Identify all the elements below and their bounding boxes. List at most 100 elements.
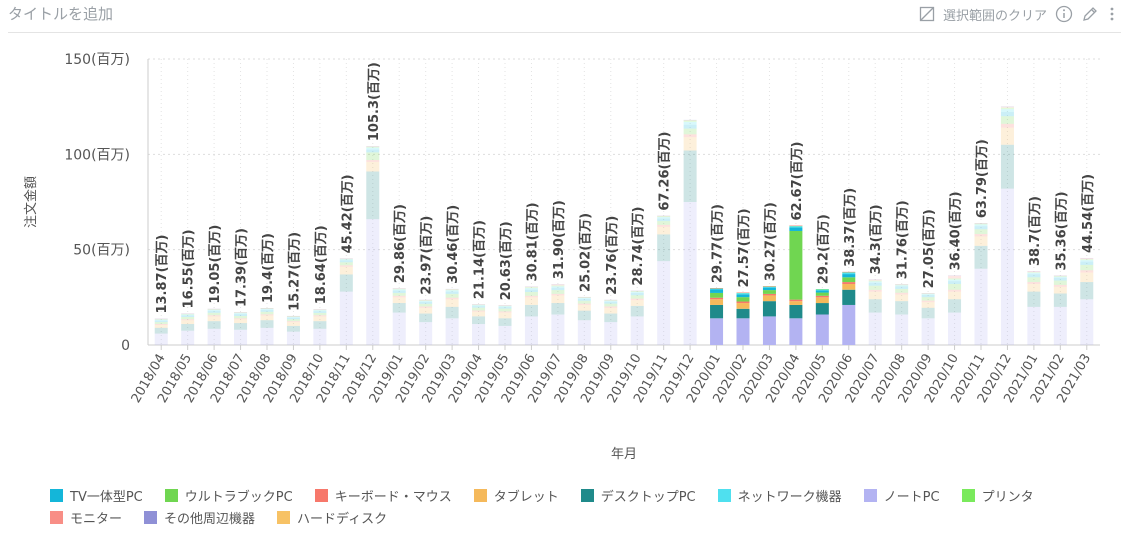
- bar-segment: [551, 293, 565, 296]
- bar-segment: [524, 286, 538, 287]
- bar-segment: [1027, 291, 1041, 307]
- bar-segment: [392, 290, 406, 293]
- bar-segment: [498, 305, 512, 306]
- legend-item[interactable]: プリンタ: [961, 484, 1034, 506]
- legend-item[interactable]: TV一体型PC: [50, 484, 143, 506]
- bar-segment: [630, 295, 644, 299]
- bar-segment: [154, 333, 168, 345]
- data-label: 16.55(百万): [182, 229, 197, 308]
- data-label: 31.90(百万): [552, 200, 567, 279]
- bar-segment: [1053, 276, 1067, 278]
- legend-swatch: [961, 488, 975, 502]
- bar-segment: [1027, 272, 1041, 275]
- bar-segment: [762, 293, 776, 296]
- bar-segment: [948, 299, 962, 313]
- bar-segment: [419, 306, 433, 308]
- legend-label: ノートPC: [883, 489, 940, 505]
- pencil-icon[interactable]: [1081, 5, 1099, 23]
- bar-segment: [895, 301, 909, 315]
- legend-item[interactable]: タブレット: [473, 484, 559, 506]
- bar-segment: [1027, 283, 1041, 292]
- bar-segment: [366, 160, 380, 162]
- bar-segment: [1053, 275, 1067, 276]
- bar-segment: [1000, 188, 1014, 345]
- legend-swatch: [50, 510, 63, 524]
- bar-segment: [154, 327, 168, 334]
- bar-segment: [842, 274, 856, 278]
- bar-segment: [234, 313, 248, 315]
- bar-segment: [472, 307, 486, 311]
- bar-segment: [630, 298, 644, 301]
- bar-segment: [207, 315, 221, 317]
- bar-segment: [154, 319, 168, 320]
- info-icon[interactable]: [1055, 5, 1073, 23]
- legend-swatch: [473, 488, 487, 502]
- bar-segment: [154, 324, 168, 328]
- bar-segment: [762, 287, 776, 291]
- bar-segment: [392, 303, 406, 313]
- stacked-bar-chart: 050(百万)100(百万)150(百万)注文金額年月13.87(百万)2018…: [23, 52, 1100, 462]
- kebab-menu-icon[interactable]: [1107, 5, 1117, 23]
- bar-segment: [577, 300, 591, 304]
- bar-segment: [604, 299, 618, 301]
- bar-segment: [260, 320, 274, 328]
- bar-segment: [657, 218, 671, 222]
- bar-segment: [419, 299, 433, 301]
- bar-segment: [577, 296, 591, 298]
- bar-segment: [657, 216, 671, 218]
- bar-segment: [260, 311, 274, 315]
- bar-segment: [551, 287, 565, 291]
- bar-segment: [683, 119, 697, 121]
- legend-item[interactable]: デスクトップPC: [580, 484, 696, 506]
- legend-item[interactable]: ウルトラブックPC: [164, 484, 293, 506]
- clear-selection-button[interactable]: 選択範囲のクリア: [942, 8, 1047, 24]
- bar-segment: [1000, 144, 1014, 189]
- bar-segment: [207, 309, 221, 310]
- bar-segment: [339, 291, 353, 345]
- legend-item[interactable]: モニター: [50, 506, 122, 528]
- legend-label: TV一体型PC: [70, 489, 143, 505]
- bar-segment: [789, 318, 803, 345]
- bar-segment: [736, 318, 750, 345]
- bar-segment: [683, 150, 697, 202]
- bar-segment: [366, 146, 380, 147]
- bar-segment: [815, 292, 829, 296]
- data-label: 30.27(百万): [763, 202, 778, 281]
- bar-segment: [604, 306, 618, 308]
- data-label: 23.97(百万): [420, 216, 435, 295]
- bar-segment: [498, 318, 512, 326]
- legend-item[interactable]: キーボード・マウス: [314, 484, 452, 506]
- bar-segment: [445, 299, 459, 307]
- bar-segment: [1000, 107, 1014, 110]
- bar-segment: [842, 304, 856, 345]
- bar-segment: [921, 300, 935, 303]
- chart-title[interactable]: タイトルを追加: [8, 5, 114, 23]
- bar-segment: [551, 286, 565, 288]
- legend-item[interactable]: ノートPC: [863, 484, 940, 506]
- bar-segment: [657, 215, 671, 217]
- bar-segment: [789, 304, 803, 319]
- bar-segment: [868, 312, 882, 345]
- bar-segment: [948, 281, 962, 284]
- bar-segment: [366, 147, 380, 150]
- bar-segment: [551, 284, 565, 285]
- bar-segment: [974, 245, 988, 269]
- bar-segment: [339, 266, 353, 275]
- bar-segment: [181, 319, 195, 321]
- legend-label: ハードディスク: [297, 511, 388, 527]
- clear-selection-icon[interactable]: [919, 6, 935, 22]
- bar-segment: [366, 161, 380, 172]
- legend-item[interactable]: ネットワーク機器: [717, 484, 842, 506]
- legend-item[interactable]: その他周辺機器: [144, 506, 255, 528]
- bar-segment: [313, 309, 327, 310]
- bar-segment: [154, 318, 168, 320]
- bar-segment: [736, 294, 750, 298]
- bar-segment: [419, 322, 433, 345]
- bar-segment: [154, 324, 168, 325]
- legend-item[interactable]: ハードディスク: [277, 506, 387, 528]
- bar-segment: [736, 297, 750, 302]
- bar-segment: [366, 171, 380, 220]
- bar-segment: [577, 297, 591, 300]
- bar-segment: [524, 291, 538, 296]
- bar-segment: [524, 297, 538, 305]
